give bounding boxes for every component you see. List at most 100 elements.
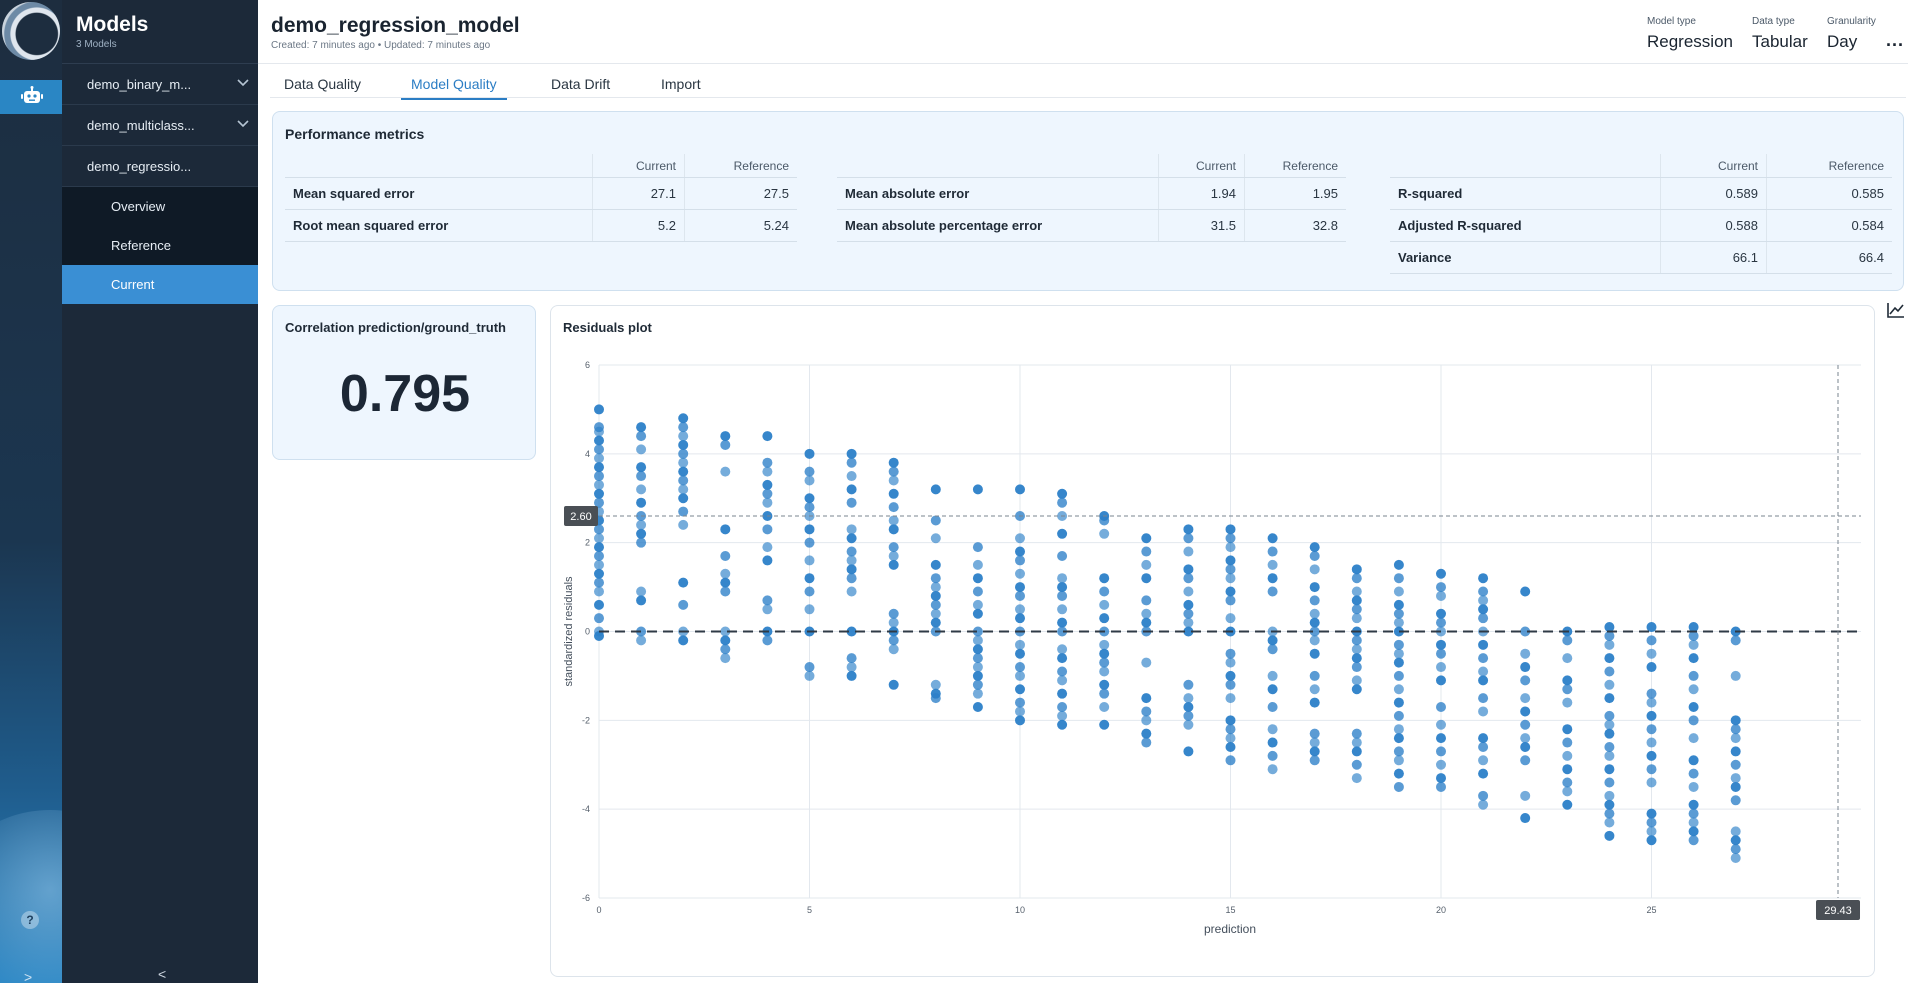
table-row: Mean absolute error 1.94 1.95 xyxy=(837,178,1346,210)
data-point xyxy=(720,431,731,442)
data-point xyxy=(1688,702,1699,713)
data-point xyxy=(762,635,773,646)
chevron-down-icon[interactable] xyxy=(228,78,258,90)
data-point xyxy=(1646,750,1657,761)
data-point xyxy=(1393,733,1404,744)
data-point xyxy=(1520,755,1531,766)
data-point xyxy=(1436,617,1446,628)
data-point xyxy=(1309,626,1320,637)
data-point xyxy=(1099,666,1110,677)
data-point xyxy=(1478,693,1489,704)
table-header-row: Current Reference xyxy=(285,154,797,178)
data-point xyxy=(804,586,815,597)
tab-import[interactable]: Import xyxy=(661,76,701,92)
data-point xyxy=(1225,613,1236,624)
data-point xyxy=(1267,546,1278,557)
sidebar-subitem-reference[interactable]: Reference xyxy=(62,226,258,265)
data-point xyxy=(636,635,647,646)
stat-value: Day xyxy=(1827,32,1858,51)
data-point xyxy=(1393,755,1404,766)
tab-model-quality[interactable]: Model Quality xyxy=(401,76,507,100)
data-point xyxy=(594,524,604,535)
data-point xyxy=(594,586,604,597)
data-point xyxy=(1436,582,1446,593)
data-point xyxy=(1562,786,1573,797)
y-tick-label: -2 xyxy=(582,715,590,725)
data-point xyxy=(1057,688,1068,699)
data-point xyxy=(804,573,815,584)
data-point xyxy=(678,484,689,495)
data-point xyxy=(972,662,983,673)
data-point xyxy=(762,479,773,490)
data-point xyxy=(1267,644,1278,655)
line-chart-icon[interactable] xyxy=(1887,302,1905,318)
data-point xyxy=(1730,746,1741,757)
data-point xyxy=(636,519,647,530)
data-point xyxy=(1520,675,1531,686)
sidebar-item-demo-multiclass[interactable]: demo_multiclass... xyxy=(62,105,258,146)
data-point xyxy=(1141,546,1152,557)
data-point xyxy=(594,444,604,455)
performance-metrics-title: Performance metrics xyxy=(285,126,425,142)
sidebar-subitem-overview[interactable]: Overview xyxy=(62,187,258,226)
sidebar-item-demo-regression[interactable]: demo_regressio... xyxy=(62,146,258,187)
data-point xyxy=(594,479,604,490)
data-point xyxy=(678,519,689,530)
data-point xyxy=(1099,613,1110,624)
tab-data-drift[interactable]: Data Drift xyxy=(551,76,611,92)
data-point xyxy=(594,599,604,610)
chevron-down-icon[interactable] xyxy=(228,119,258,131)
data-point xyxy=(1646,737,1657,748)
data-point xyxy=(678,635,689,646)
help-icon[interactable]: ? xyxy=(21,911,39,929)
crosshair-x-label-bg xyxy=(1816,900,1861,920)
data-point xyxy=(1478,741,1489,752)
data-point xyxy=(1267,684,1278,695)
metrics-table: Current Reference Mean absolute error 1.… xyxy=(837,154,1346,242)
data-point xyxy=(1099,528,1110,539)
data-point xyxy=(1478,653,1489,664)
data-point xyxy=(1520,790,1531,801)
data-point xyxy=(1225,533,1236,544)
data-point xyxy=(678,422,689,433)
data-point xyxy=(1267,533,1278,544)
collapse-sidebar-icon[interactable]: < xyxy=(158,966,167,982)
stat-label: Model type xyxy=(1647,16,1696,27)
data-point xyxy=(636,484,647,495)
data-point xyxy=(1646,662,1657,673)
more-menu-button[interactable]: ... xyxy=(1885,30,1904,50)
sidebar-subitem-current[interactable]: Current xyxy=(62,265,258,304)
data-point xyxy=(1562,653,1573,664)
data-point xyxy=(1478,799,1489,810)
data-point xyxy=(1057,617,1068,628)
crosshair-y-label-bg xyxy=(564,506,598,527)
metric-reference: 0.584 xyxy=(1766,210,1892,241)
data-point xyxy=(1015,582,1025,593)
data-point xyxy=(594,542,604,553)
data-point xyxy=(1393,781,1404,792)
data-point xyxy=(1267,702,1278,713)
data-point xyxy=(888,559,899,570)
sidebar-item-demo-binary[interactable]: demo_binary_m... xyxy=(62,64,258,105)
performance-metrics-card: Performance metrics Current Reference Me… xyxy=(272,111,1904,291)
logo-icon[interactable] xyxy=(2,2,60,60)
tab-data-quality[interactable]: Data Quality xyxy=(284,76,362,92)
data-point xyxy=(1225,693,1236,704)
data-point xyxy=(1141,533,1152,544)
data-point xyxy=(1099,657,1110,668)
data-point xyxy=(1183,546,1194,557)
data-point xyxy=(1436,702,1446,713)
data-point xyxy=(1057,550,1068,561)
data-point xyxy=(1141,657,1152,668)
data-point xyxy=(1057,528,1068,539)
expand-icon[interactable]: > xyxy=(24,969,33,983)
data-point xyxy=(1309,564,1320,575)
data-point xyxy=(1646,697,1657,708)
data-point xyxy=(1520,626,1531,637)
data-point xyxy=(1015,604,1025,615)
granularity-stat: Granularity Day xyxy=(1827,16,1876,52)
data-point xyxy=(846,457,857,468)
data-point xyxy=(678,577,689,588)
data-point xyxy=(804,555,815,566)
